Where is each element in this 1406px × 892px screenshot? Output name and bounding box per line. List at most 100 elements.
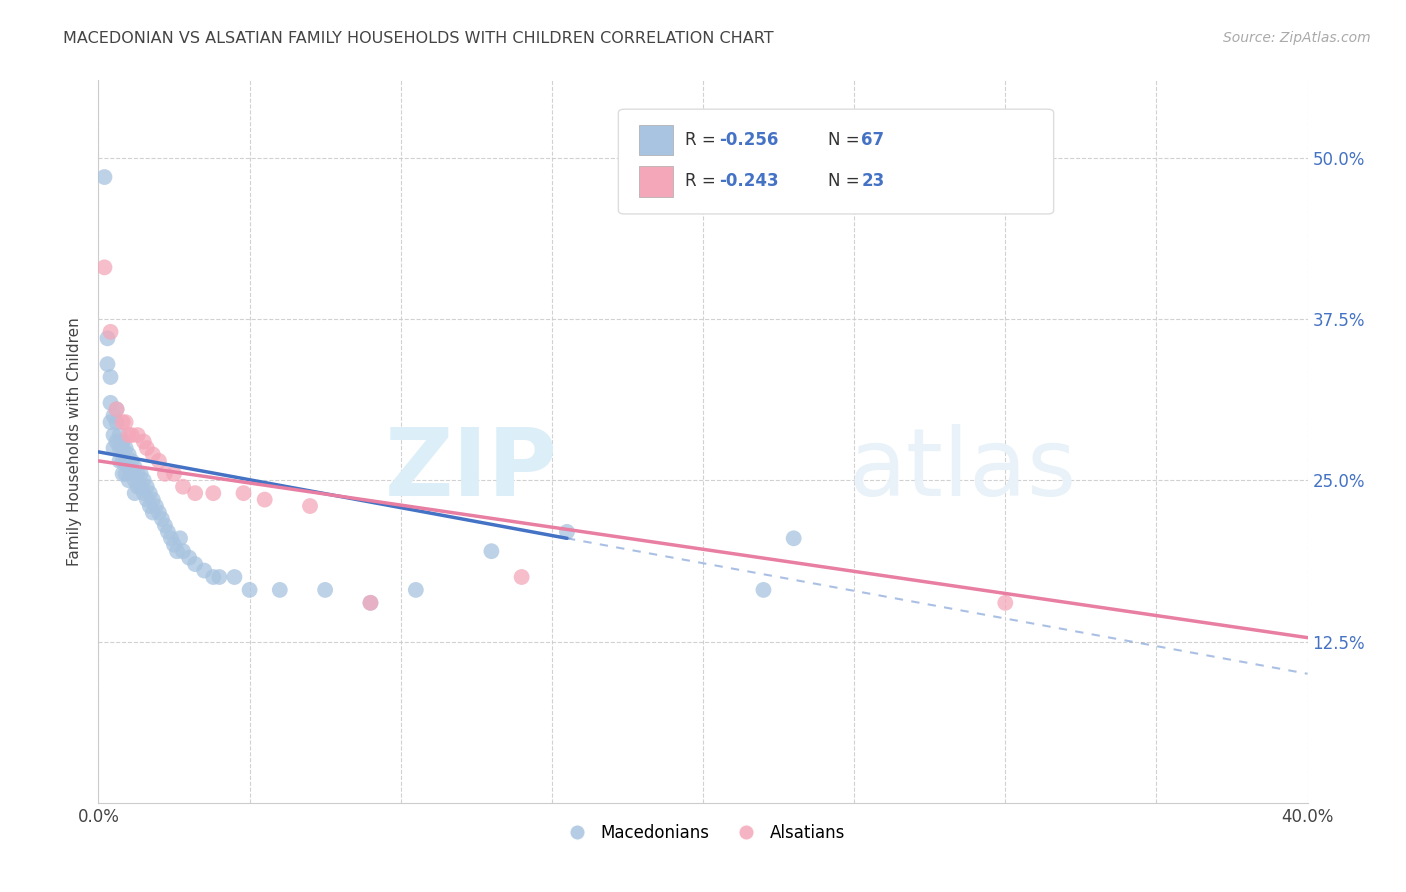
Y-axis label: Family Households with Children: Family Households with Children: [67, 318, 83, 566]
Point: [481, 544, 503, 558]
Point: [139, 486, 162, 500]
Point: [232, 486, 254, 500]
Point: [239, 582, 262, 597]
Point: [783, 531, 806, 545]
Point: [114, 467, 136, 481]
Point: [145, 499, 167, 513]
Point: [111, 415, 134, 429]
Point: [100, 325, 122, 339]
Point: [108, 441, 131, 455]
Point: [179, 550, 201, 565]
Point: [135, 492, 157, 507]
Point: [153, 518, 176, 533]
Text: R =: R =: [685, 172, 721, 190]
Point: [752, 582, 775, 597]
Text: -0.256: -0.256: [718, 131, 778, 149]
Point: [114, 415, 136, 429]
Point: [148, 506, 170, 520]
Point: [108, 454, 131, 468]
Point: [555, 524, 578, 539]
Point: [96, 331, 118, 345]
Text: MACEDONIAN VS ALSATIAN FAMILY HOUSEHOLDS WITH CHILDREN CORRELATION CHART: MACEDONIAN VS ALSATIAN FAMILY HOUSEHOLDS…: [63, 31, 773, 46]
Point: [118, 473, 141, 487]
Point: [166, 544, 188, 558]
Point: [121, 467, 143, 481]
Point: [103, 441, 125, 455]
Point: [172, 544, 194, 558]
Point: [111, 441, 134, 455]
Point: [93, 260, 115, 275]
Point: [360, 596, 382, 610]
Text: Source: ZipAtlas.com: Source: ZipAtlas.com: [1223, 31, 1371, 45]
Point: [208, 570, 231, 584]
Point: [118, 447, 141, 461]
Point: [100, 370, 122, 384]
Point: [105, 402, 128, 417]
FancyBboxPatch shape: [638, 166, 673, 196]
Point: [510, 570, 533, 584]
Point: [111, 434, 134, 449]
Point: [105, 415, 128, 429]
Point: [163, 538, 186, 552]
Point: [93, 169, 115, 184]
Point: [153, 467, 176, 481]
Point: [118, 460, 141, 475]
Point: [135, 480, 157, 494]
Point: [121, 454, 143, 468]
Point: [299, 499, 322, 513]
Point: [103, 428, 125, 442]
Legend: Macedonians, Alsatians: Macedonians, Alsatians: [554, 817, 852, 848]
Point: [105, 434, 128, 449]
Point: [111, 467, 134, 481]
Point: [129, 480, 152, 494]
Point: [184, 557, 207, 571]
Point: [139, 499, 162, 513]
Point: [994, 596, 1017, 610]
Point: [253, 492, 276, 507]
Point: [142, 447, 165, 461]
Point: [100, 396, 122, 410]
Text: N =: N =: [828, 172, 865, 190]
Point: [114, 441, 136, 455]
Point: [169, 531, 191, 545]
Point: [405, 582, 427, 597]
Point: [150, 512, 173, 526]
Point: [124, 473, 146, 487]
FancyBboxPatch shape: [638, 125, 673, 155]
Text: atlas: atlas: [848, 425, 1077, 516]
Point: [172, 480, 194, 494]
Text: 67: 67: [862, 131, 884, 149]
Point: [127, 428, 149, 442]
Point: [132, 473, 155, 487]
Point: [142, 492, 165, 507]
Point: [224, 570, 246, 584]
Point: [184, 486, 207, 500]
Point: [103, 409, 125, 423]
Text: N =: N =: [828, 131, 865, 149]
Point: [135, 441, 157, 455]
Point: [111, 454, 134, 468]
Text: 23: 23: [862, 172, 884, 190]
Point: [105, 402, 128, 417]
Text: R =: R =: [685, 131, 721, 149]
Point: [269, 582, 291, 597]
Point: [96, 357, 118, 371]
Point: [127, 480, 149, 494]
Point: [314, 582, 336, 597]
Point: [121, 428, 143, 442]
Text: -0.243: -0.243: [718, 172, 779, 190]
Text: ZIP: ZIP: [385, 425, 558, 516]
Point: [156, 524, 179, 539]
Point: [132, 434, 155, 449]
Point: [193, 564, 215, 578]
Point: [202, 486, 225, 500]
Point: [160, 531, 183, 545]
Point: [148, 454, 170, 468]
Point: [163, 467, 186, 481]
Point: [118, 428, 141, 442]
FancyBboxPatch shape: [619, 109, 1053, 214]
Point: [100, 415, 122, 429]
Point: [124, 486, 146, 500]
Point: [129, 467, 152, 481]
Point: [108, 428, 131, 442]
